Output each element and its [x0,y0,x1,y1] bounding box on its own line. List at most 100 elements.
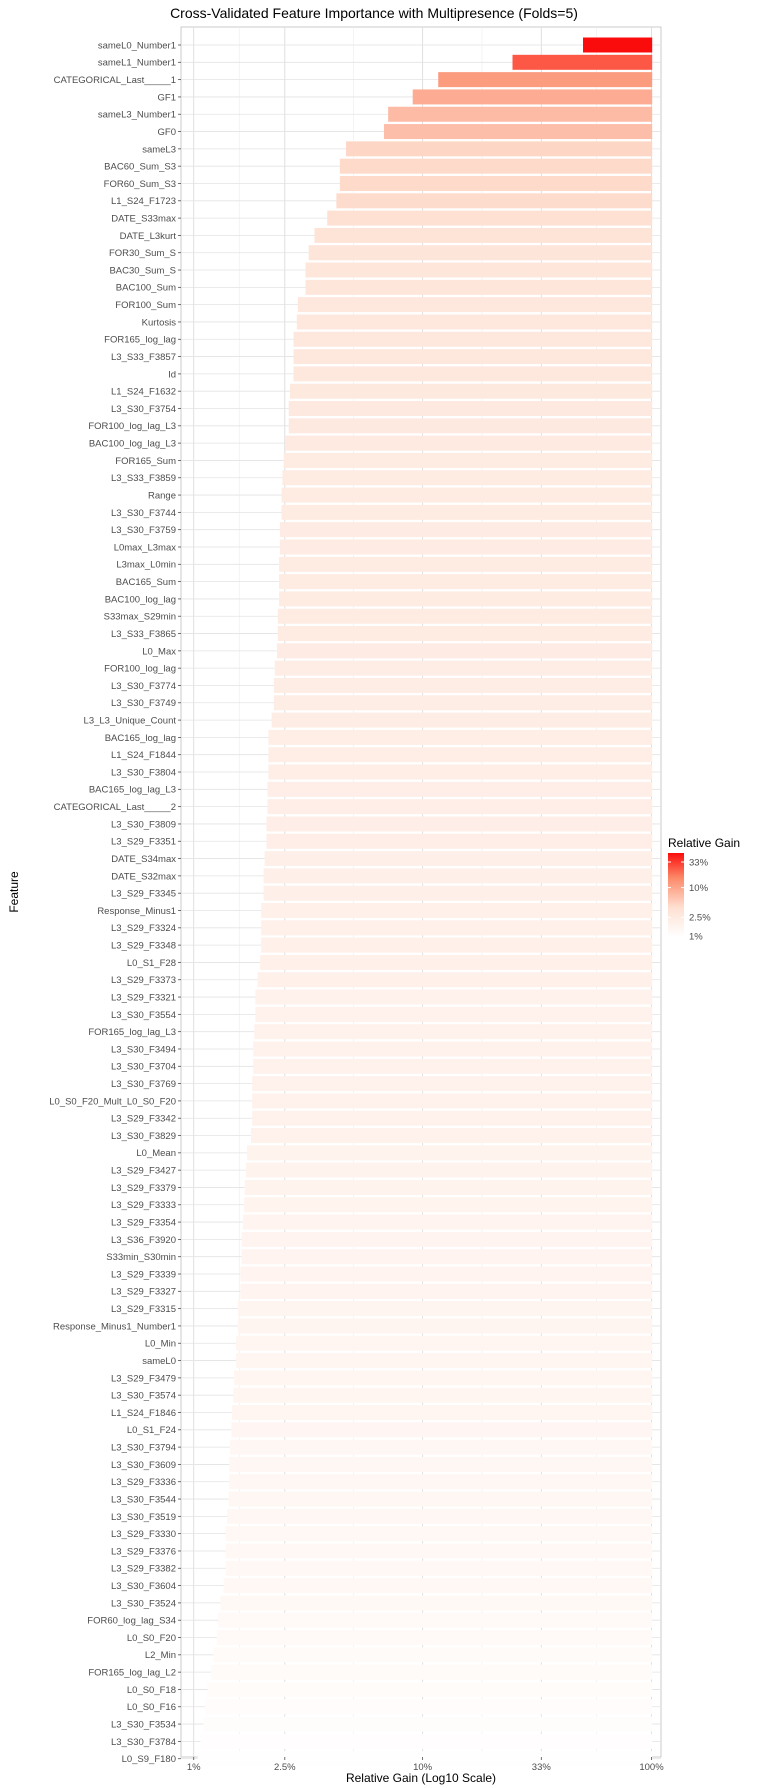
bar [267,781,653,797]
bar [207,1681,653,1697]
bar [268,729,653,745]
y-tick-label: L0_S1_F28 [127,958,176,969]
legend: Relative Gain 1% 2.5% 10% 33% [668,836,740,942]
y-tick-label: Kurtosis [142,317,177,328]
y-tick-label: L3_S30_F3544 [111,1494,176,1505]
bar [285,435,653,451]
bar [296,314,653,330]
y-tick-label: L3_S29_F3324 [111,923,176,934]
y-tick-label: L3_S30_F3574 [111,1391,176,1402]
bar [276,643,653,659]
y-tick-label: L3_S29_F3333 [111,1200,176,1211]
bar [261,937,653,953]
bar [241,1231,653,1247]
bar [229,1474,653,1490]
y-tick-label: L3_S29_F3330 [111,1529,176,1540]
y-tick-labels: sameL0_Number1 sameL1_Number1 CATEGORICAL_… [49,40,181,1765]
y-tick-label: S33max_S29min [104,612,176,623]
y-tick-label: L3_S33_F3857 [111,352,176,363]
y-tick-label: L0_S1_F24 [127,1425,176,1436]
y-tick-label: L3_S36_F3920 [111,1235,176,1246]
y-tick-label: L0_S0_F20_Mult_L0_S0_F20 [49,1096,176,1107]
y-tick-label: L3_S30_F3604 [111,1581,176,1592]
bar [251,1128,653,1144]
y-tick-label: CATEGORICAL_Last_____1 [54,75,176,86]
bar [346,141,653,157]
y-tick-label: Range [148,490,176,501]
y-tick-label: L0_S9_F180 [122,1754,176,1765]
bar [228,1491,653,1507]
bar [200,1733,653,1749]
x-tick-label: 10% [413,1762,433,1773]
y-tick-label: L3_S29_F3379 [111,1183,176,1194]
x-axis-title: Relative Gain (Log10 Scale) [346,1771,496,1785]
bar [203,1716,653,1732]
y-tick-label: BAC100_Sum [116,283,176,294]
bar [261,903,653,918]
bar [308,245,653,261]
y-tick-label: L3_S29_F3376 [111,1546,176,1557]
bar [268,764,653,780]
x-tick-label: 100% [639,1762,664,1773]
x-tick-label: 33% [532,1762,552,1773]
y-tick-label: L3_S30_F3754 [111,404,176,415]
y-tick-label: Response_Minus1 [97,906,176,917]
bar [260,954,653,970]
bar [277,626,653,642]
bar [277,608,653,624]
y-tick-label: L1_S24_F1846 [111,1408,176,1419]
y-tick-label: L3_S30_F3829 [111,1131,176,1142]
bar [266,816,653,832]
y-tick-label: sameL3_Number1 [98,110,176,121]
legend-tick-label: 1% [689,931,703,942]
y-tick-label: sameL3 [142,144,176,155]
bar [225,1526,653,1542]
y-axis-title: Feature [7,871,21,913]
bar [279,591,653,607]
y-tick-label: FOR60_Sum_S3 [104,179,176,190]
y-tick-label: L3_S29_F3339 [111,1269,176,1280]
y-tick-label: DATE_S33max [111,214,176,225]
legend-tick-label: 2.5% [689,913,711,924]
bar [229,1456,653,1472]
bar [252,1110,653,1126]
y-tick-label: BAC60_Sum_S3 [104,162,176,173]
bar [268,747,653,763]
y-tick-label: L3_S29_F3336 [111,1477,176,1488]
bar [339,158,653,174]
bar [412,89,653,105]
bar [213,1647,653,1663]
y-tick-label: BAC100_log_lag_L3 [89,439,176,450]
y-tick-label: BAC165_log_lag_L3 [89,785,176,796]
bar [235,1353,653,1369]
y-tick-label: L3_S30_F3774 [111,681,176,692]
bar [288,401,653,417]
bar [253,1058,653,1074]
y-tick-label: S33min_S30min [106,1252,176,1263]
bar [273,695,653,711]
y-tick-label: FOR165_Sum [115,456,176,467]
bar [235,1335,653,1351]
y-tick-label: L3_S29_F3382 [111,1564,176,1575]
bar [279,574,653,590]
bar [273,677,653,693]
y-tick-label: L3_S29_F3345 [111,889,176,900]
legend-color-bar [668,853,684,937]
bar [255,1006,653,1022]
x-tick-label: 1% [187,1762,201,1773]
y-tick-label: L3_S29_F3351 [111,837,176,848]
bar [240,1283,653,1299]
bar [253,1041,653,1057]
bar [383,124,653,140]
bar [282,470,653,486]
bar [240,1266,653,1282]
y-tick-label: L0_S0_F18 [127,1685,176,1696]
bar [261,920,653,936]
y-tick-label: BAC165_log_lag [105,733,176,744]
y-tick-label: L3_S30_F3524 [111,1598,176,1609]
y-tick-label: FOR100_log_lag [104,664,176,675]
bar [263,868,653,884]
bar [293,366,653,382]
y-tick-label: FOR165_log_lag_L2 [88,1668,176,1679]
y-tick-label: L3_S29_F3479 [111,1373,176,1384]
